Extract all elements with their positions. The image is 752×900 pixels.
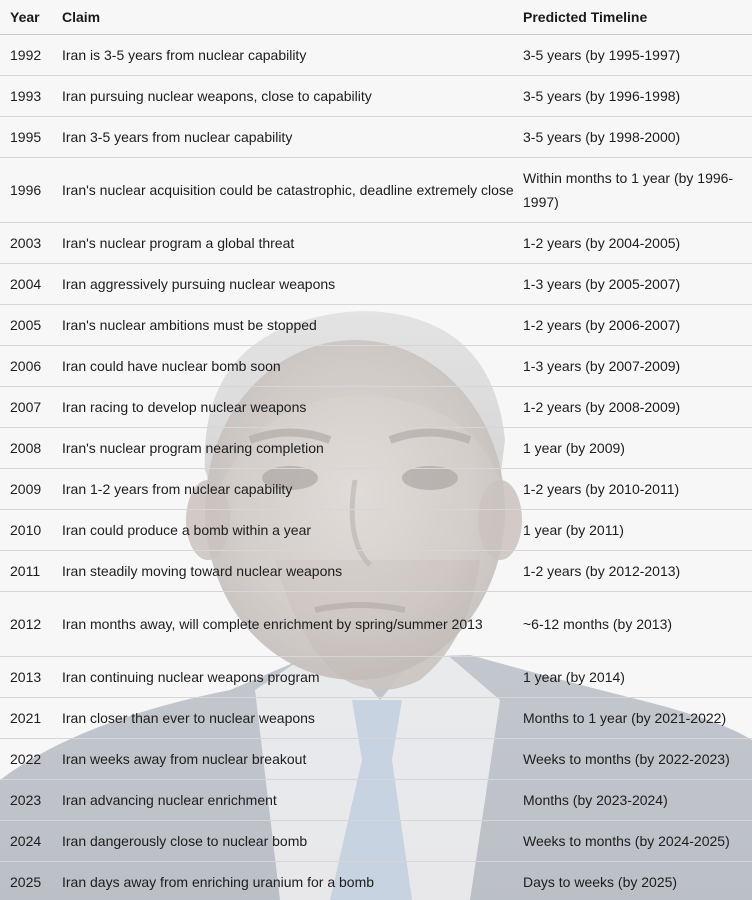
- cell-year: 2007: [0, 386, 62, 428]
- column-header-predicted-timeline: Predicted Timeline: [523, 0, 752, 35]
- table-row: 2006 Iran could have nuclear bomb soon 1…: [0, 345, 752, 387]
- cell-year: 2022: [0, 738, 62, 780]
- cell-year: 2010: [0, 509, 62, 551]
- cell-claim: Iran aggressively pursuing nuclear weapo…: [62, 263, 523, 305]
- cell-claim: Iran is 3-5 years from nuclear capabilit…: [62, 34, 523, 76]
- cell-claim: Iran weeks away from nuclear breakout: [62, 738, 523, 780]
- cell-claim: Iran pursuing nuclear weapons, close to …: [62, 75, 523, 117]
- cell-year: 2012: [0, 591, 62, 657]
- table-row: 2025 Iran days away from enriching urani…: [0, 861, 752, 900]
- table-row: 2024 Iran dangerously close to nuclear b…: [0, 820, 752, 862]
- cell-timeline: Weeks to months (by 2024-2025): [523, 820, 752, 862]
- table-row: 2021 Iran closer than ever to nuclear we…: [0, 697, 752, 739]
- cell-year: 2003: [0, 222, 62, 264]
- cell-timeline: 1-2 years (by 2006-2007): [523, 304, 752, 346]
- cell-timeline: 3-5 years (by 1996-1998): [523, 75, 752, 117]
- cell-claim: Iran dangerously close to nuclear bomb: [62, 820, 523, 862]
- cell-year: 1995: [0, 116, 62, 158]
- cell-timeline: 3-5 years (by 1995-1997): [523, 34, 752, 76]
- cell-claim: Iran's nuclear acquisition could be cata…: [62, 157, 523, 223]
- cell-timeline: 1-2 years (by 2008-2009): [523, 386, 752, 428]
- table-row: 1996 Iran's nuclear acquisition could be…: [0, 157, 752, 223]
- table-row: 2010 Iran could produce a bomb within a …: [0, 509, 752, 551]
- cell-timeline: Weeks to months (by 2022-2023): [523, 738, 752, 780]
- table-row: 2005 Iran's nuclear ambitions must be st…: [0, 304, 752, 346]
- cell-claim: Iran racing to develop nuclear weapons: [62, 386, 523, 428]
- cell-timeline: 1-2 years (by 2010-2011): [523, 468, 752, 510]
- table-row: 2013 Iran continuing nuclear weapons pro…: [0, 656, 752, 698]
- cell-year: 2011: [0, 550, 62, 592]
- cell-timeline: 1-3 years (by 2005-2007): [523, 263, 752, 305]
- cell-timeline: Months (by 2023-2024): [523, 779, 752, 821]
- cell-claim: Iran's nuclear program nearing completio…: [62, 427, 523, 469]
- cell-year: 1993: [0, 75, 62, 117]
- cell-claim: Iran could have nuclear bomb soon: [62, 345, 523, 387]
- table-row: 2009 Iran 1-2 years from nuclear capabil…: [0, 468, 752, 510]
- table-row: 2022 Iran weeks away from nuclear breako…: [0, 738, 752, 780]
- table-row: 1992 Iran is 3-5 years from nuclear capa…: [0, 34, 752, 76]
- cell-year: 2004: [0, 263, 62, 305]
- cell-year: 2025: [0, 861, 62, 900]
- cell-claim: Iran's nuclear ambitions must be stopped: [62, 304, 523, 346]
- cell-year: 2021: [0, 697, 62, 739]
- cell-year: 2008: [0, 427, 62, 469]
- column-header-claim: Claim: [62, 0, 523, 35]
- cell-year: 2006: [0, 345, 62, 387]
- cell-year: 2013: [0, 656, 62, 698]
- cell-timeline: 1-2 years (by 2012-2013): [523, 550, 752, 592]
- column-header-year: Year: [0, 0, 62, 35]
- cell-year: 2023: [0, 779, 62, 821]
- cell-year: 1996: [0, 157, 62, 223]
- cell-claim: Iran could produce a bomb within a year: [62, 509, 523, 551]
- cell-year: 2009: [0, 468, 62, 510]
- table-row: 1995 Iran 3-5 years from nuclear capabil…: [0, 116, 752, 158]
- cell-timeline: 1-3 years (by 2007-2009): [523, 345, 752, 387]
- cell-timeline: Within months to 1 year (by 1996-1997): [523, 157, 752, 223]
- cell-timeline: ~6-12 months (by 2013): [523, 591, 752, 657]
- cell-claim: Iran days away from enriching uranium fo…: [62, 861, 523, 900]
- cell-claim: Iran 1-2 years from nuclear capability: [62, 468, 523, 510]
- cell-claim: Iran 3-5 years from nuclear capability: [62, 116, 523, 158]
- table-row: 2023 Iran advancing nuclear enrichment M…: [0, 779, 752, 821]
- table-row: 1993 Iran pursuing nuclear weapons, clos…: [0, 75, 752, 117]
- table-row: 2012 Iran months away, will complete enr…: [0, 591, 752, 657]
- cell-timeline: Days to weeks (by 2025): [523, 861, 752, 900]
- cell-claim: Iran continuing nuclear weapons program: [62, 656, 523, 698]
- cell-year: 2005: [0, 304, 62, 346]
- cell-claim: Iran's nuclear program a global threat: [62, 222, 523, 264]
- cell-timeline: 1 year (by 2014): [523, 656, 752, 698]
- table-row: 2011 Iran steadily moving toward nuclear…: [0, 550, 752, 592]
- cell-year: 2024: [0, 820, 62, 862]
- table-row: 2008 Iran's nuclear program nearing comp…: [0, 427, 752, 469]
- cell-timeline: 3-5 years (by 1998-2000): [523, 116, 752, 158]
- table-row: 2007 Iran racing to develop nuclear weap…: [0, 386, 752, 428]
- cell-timeline: 1-2 years (by 2004-2005): [523, 222, 752, 264]
- cell-claim: Iran months away, will complete enrichme…: [62, 591, 523, 657]
- cell-timeline: 1 year (by 2009): [523, 427, 752, 469]
- cell-year: 1992: [0, 34, 62, 76]
- table-header-row: Year Claim Predicted Timeline: [0, 0, 752, 35]
- table-row: 2003 Iran's nuclear program a global thr…: [0, 222, 752, 264]
- cell-timeline: Months to 1 year (by 2021-2022): [523, 697, 752, 739]
- cell-claim: Iran steadily moving toward nuclear weap…: [62, 550, 523, 592]
- cell-claim: Iran closer than ever to nuclear weapons: [62, 697, 523, 739]
- cell-claim: Iran advancing nuclear enrichment: [62, 779, 523, 821]
- cell-timeline: 1 year (by 2011): [523, 509, 752, 551]
- table-row: 2004 Iran aggressively pursuing nuclear …: [0, 263, 752, 305]
